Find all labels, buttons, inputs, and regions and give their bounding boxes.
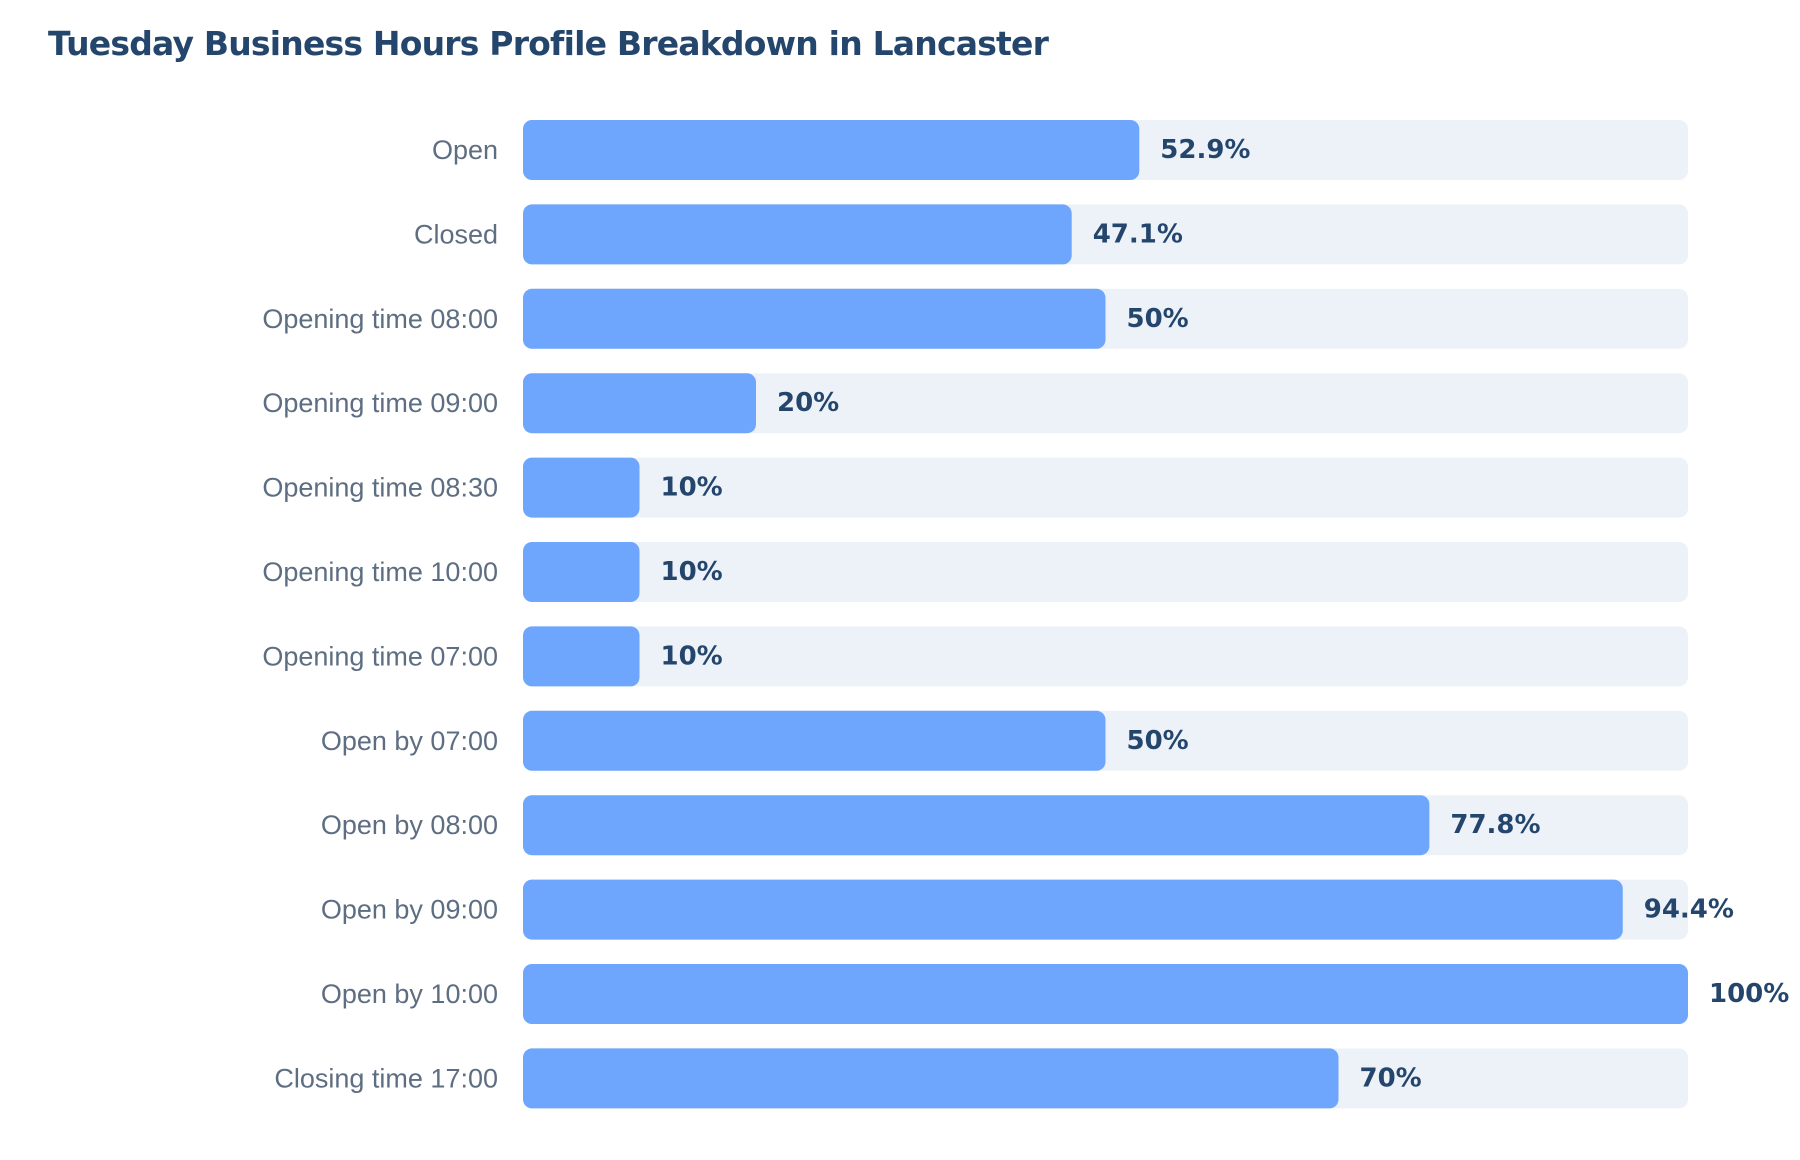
bar-row: Opening time 07:00 10% xyxy=(262,626,1688,687)
value-label: 10% xyxy=(661,557,723,587)
bar-row: Opening time 10:00 10% xyxy=(262,542,1688,602)
bar xyxy=(523,710,1106,771)
category-label: Closing time 17:00 xyxy=(274,1063,498,1093)
category-label: Opening time 10:00 xyxy=(262,557,498,587)
bar-row: Opening time 08:30 10% xyxy=(262,457,1688,518)
value-label: 50% xyxy=(1127,304,1189,334)
category-label: Open by 08:00 xyxy=(321,810,498,840)
bar-track xyxy=(523,626,1688,687)
bar xyxy=(523,1048,1339,1109)
bar xyxy=(523,795,1430,856)
bar-track xyxy=(523,457,1688,518)
category-label: Open by 10:00 xyxy=(321,979,498,1009)
bar xyxy=(523,288,1106,349)
category-label: Opening time 07:00 xyxy=(262,641,498,671)
bar-row: Closing time 17:00 70% xyxy=(274,1048,1688,1109)
value-label: 77.8% xyxy=(1450,810,1540,840)
bar-row: Open by 07:00 50% xyxy=(321,710,1688,771)
value-label: 52.9% xyxy=(1160,135,1250,165)
bar xyxy=(523,542,640,602)
value-label: 10% xyxy=(661,473,723,503)
category-label: Opening time 08:30 xyxy=(262,473,498,503)
bar xyxy=(523,120,1140,180)
bar-row: Open by 10:00 100% xyxy=(321,964,1789,1024)
category-label: Open by 09:00 xyxy=(321,895,498,925)
chart-title: Tuesday Business Hours Profile Breakdown… xyxy=(48,24,1049,63)
value-label: 20% xyxy=(777,388,839,418)
bar xyxy=(523,964,1688,1024)
bar-row: Open by 09:00 94.4% xyxy=(321,879,1734,940)
category-label: Opening time 09:00 xyxy=(262,388,498,418)
bar xyxy=(523,879,1623,940)
value-label: 94.4% xyxy=(1644,895,1734,925)
bar-row: Open 52.9% xyxy=(432,120,1688,180)
category-label: Opening time 08:00 xyxy=(262,304,498,334)
bar xyxy=(523,204,1072,265)
value-label: 70% xyxy=(1360,1063,1422,1093)
category-label: Open by 07:00 xyxy=(321,726,498,756)
bar-row: Closed 47.1% xyxy=(414,204,1688,265)
category-label: Open xyxy=(432,135,498,165)
bar-track xyxy=(523,373,1688,434)
value-label: 100% xyxy=(1709,979,1789,1009)
value-label: 47.1% xyxy=(1093,219,1183,249)
value-label: 50% xyxy=(1127,726,1189,756)
bar xyxy=(523,626,640,687)
bar-row: Open by 08:00 77.8% xyxy=(321,795,1688,856)
value-label: 10% xyxy=(661,641,723,671)
bar-track xyxy=(523,542,1688,602)
bar xyxy=(523,373,756,434)
bar-row: Opening time 09:00 20% xyxy=(262,373,1688,434)
bar-row: Opening time 08:00 50% xyxy=(262,288,1688,349)
bar xyxy=(523,457,640,518)
category-label: Closed xyxy=(414,219,498,249)
